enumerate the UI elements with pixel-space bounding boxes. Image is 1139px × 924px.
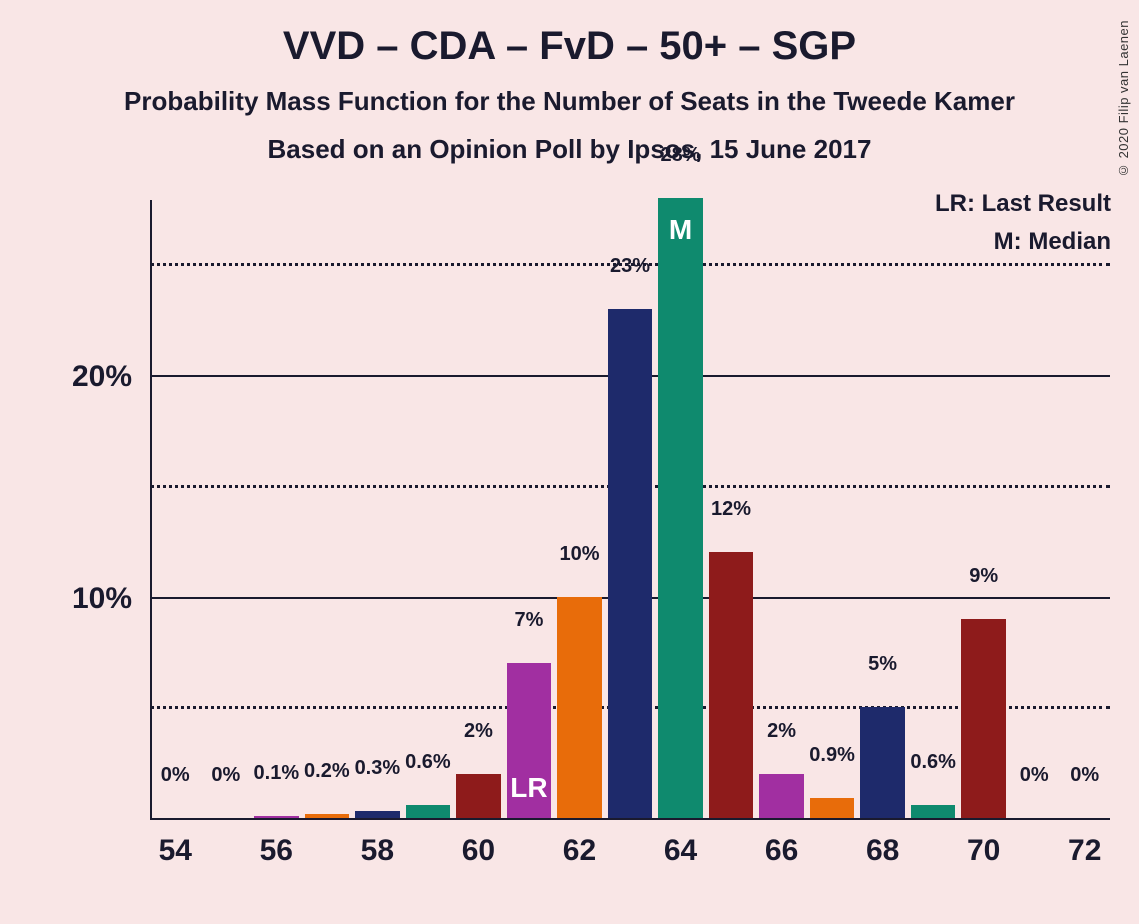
bar-value-label: 10% <box>559 543 599 570</box>
bar <box>961 619 1005 818</box>
bar-value-label: 0.2% <box>304 760 350 787</box>
last-result-marker: LR <box>510 772 547 804</box>
x-tick-label: 56 <box>260 820 293 868</box>
x-tick-label: 62 <box>563 820 596 868</box>
bar-value-label: 23% <box>610 255 650 282</box>
bar-value-label: 5% <box>868 653 897 680</box>
bar-value-label: 9% <box>969 565 998 592</box>
bar-value-label: 0% <box>1070 764 1099 791</box>
bar-value-label: 0% <box>161 764 190 791</box>
x-tick-label: 58 <box>361 820 394 868</box>
bar: M <box>658 198 702 818</box>
bar-value-label: 28% <box>661 144 701 171</box>
y-tick-label: 10% <box>72 582 150 616</box>
bar-value-label: 0.9% <box>809 744 855 771</box>
bar-value-label: 0.6% <box>405 751 451 778</box>
chart-subtitle-2: Based on an Opinion Poll by Ipsos, 15 Ju… <box>0 134 1139 165</box>
bar <box>406 805 450 818</box>
bar <box>355 811 399 818</box>
bar-value-label: 12% <box>711 498 751 525</box>
bar-value-label: 0% <box>211 764 240 791</box>
bar <box>456 774 500 818</box>
bar-value-label: 2% <box>767 720 796 747</box>
chart-subtitle-1: Probability Mass Function for the Number… <box>0 86 1139 117</box>
bar <box>810 798 854 818</box>
x-tick-label: 70 <box>967 820 1000 868</box>
chart-container: VVD – CDA – FvD – 50+ – SGP Probability … <box>0 0 1139 924</box>
bar <box>608 309 652 818</box>
bar-value-label: 0.6% <box>910 751 956 778</box>
bar <box>305 814 349 818</box>
chart-title: VVD – CDA – FvD – 50+ – SGP <box>0 24 1139 69</box>
plot-area: 10%20%545658606264666870720%0%0.1%0.2%0.… <box>150 200 1110 820</box>
x-tick-label: 60 <box>462 820 495 868</box>
bar-value-label: 0.1% <box>254 762 300 789</box>
bar <box>709 552 753 818</box>
y-axis-line <box>150 200 152 820</box>
bar-value-label: 2% <box>464 720 493 747</box>
credit-text: © 2020 Filip van Laenen <box>1116 20 1131 178</box>
bar-value-label: 0.3% <box>355 757 401 784</box>
bar-value-label: 0% <box>1020 764 1049 791</box>
median-marker: M <box>669 214 692 246</box>
bar <box>911 805 955 818</box>
bar <box>759 774 803 818</box>
bar <box>860 707 904 818</box>
y-tick-label: 20% <box>72 360 150 394</box>
bar-value-label: 7% <box>514 609 543 636</box>
bar <box>557 597 601 818</box>
x-tick-label: 68 <box>866 820 899 868</box>
bar <box>254 816 298 818</box>
x-tick-label: 54 <box>159 820 192 868</box>
x-tick-label: 72 <box>1068 820 1101 868</box>
x-tick-label: 66 <box>765 820 798 868</box>
x-tick-label: 64 <box>664 820 697 868</box>
bar: LR <box>507 663 551 818</box>
